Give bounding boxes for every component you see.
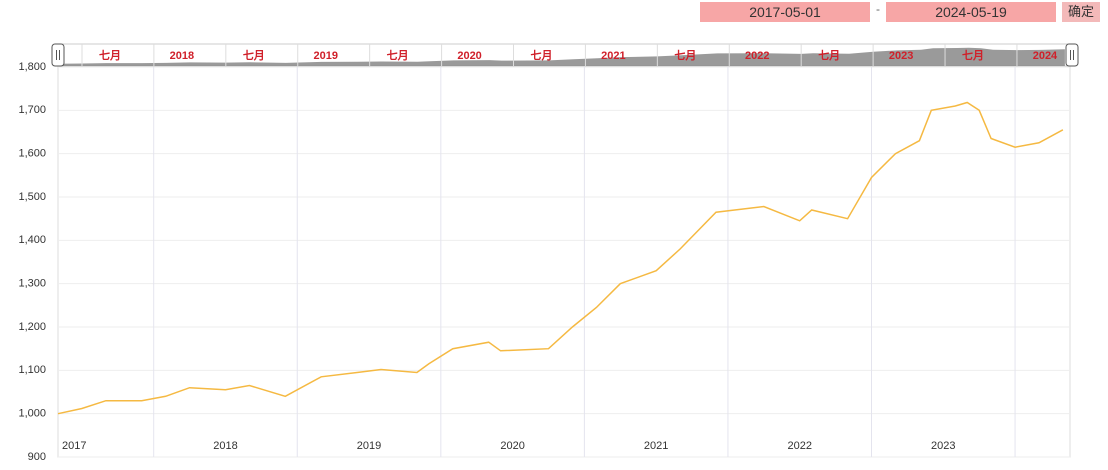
navigator-label: 2022 xyxy=(745,50,769,62)
navigator-label: 2018 xyxy=(170,50,194,62)
navigator-label: 七月 xyxy=(243,48,265,62)
navigator-label: 七月 xyxy=(99,48,121,62)
x-tick-label: 2021 xyxy=(644,440,668,452)
navigator-label: 2020 xyxy=(457,50,481,62)
navigator-area xyxy=(58,47,1065,66)
navigator-handle-right[interactable] xyxy=(1065,43,1079,67)
navigator-label: 2024 xyxy=(1033,50,1058,62)
navigator-handle-left[interactable] xyxy=(51,43,65,67)
line xyxy=(57,101,1064,415)
y-tick-label: 1,100 xyxy=(18,364,46,376)
y-tick-label: 1,600 xyxy=(18,148,46,160)
navigator-label: 七月 xyxy=(387,48,409,62)
navigator-label: 2023 xyxy=(889,50,913,62)
y-tick-label: 900 xyxy=(28,451,46,463)
navigator-label: 2019 xyxy=(313,50,337,62)
range-dash: - xyxy=(876,2,880,16)
end-date-input[interactable]: 2024-05-19 xyxy=(886,2,1056,22)
navigator-label: 七月 xyxy=(962,48,984,62)
x-tick-label: 2023 xyxy=(931,440,955,452)
y-tick-label: 1,700 xyxy=(18,104,46,116)
confirm-button[interactable]: 确定 xyxy=(1062,2,1100,22)
y-tick-label: 1,800 xyxy=(18,61,46,73)
y-tick-label: 1,300 xyxy=(18,278,46,290)
y-tick-label: 1,400 xyxy=(18,234,46,246)
x-tick-label: 2022 xyxy=(787,440,811,452)
start-date-input[interactable]: 2017-05-01 xyxy=(700,2,870,22)
x-tick-label: 2018 xyxy=(213,440,237,452)
navigator-label: 2021 xyxy=(601,50,625,62)
x-tick-label: 2019 xyxy=(357,440,381,452)
y-tick-label: 1,000 xyxy=(18,408,46,420)
x-tick-label: 2020 xyxy=(500,440,524,452)
navigator-label: 七月 xyxy=(674,48,696,62)
y-tick-label: 1,500 xyxy=(18,191,46,203)
navigator-label: 七月 xyxy=(531,48,553,62)
y-tick-label: 1,200 xyxy=(18,321,46,333)
plot-frame xyxy=(57,66,1071,458)
x-tick-label: 2017 xyxy=(62,440,86,452)
navigator-label: 七月 xyxy=(818,48,840,62)
